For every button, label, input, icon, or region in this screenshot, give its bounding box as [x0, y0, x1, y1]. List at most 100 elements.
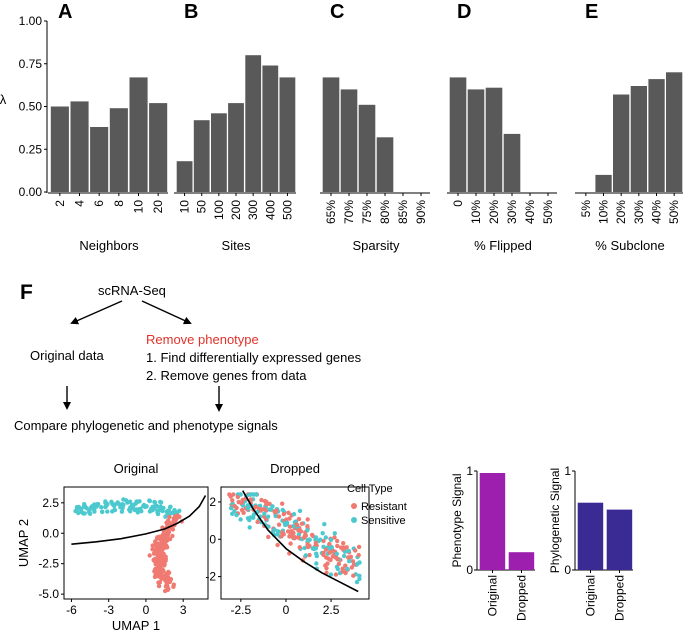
point-sensitive	[284, 520, 290, 525]
x-axis-title-E: % Subclone	[595, 238, 664, 253]
y-tick-label: 2	[209, 495, 216, 509]
arrow-to-original	[70, 300, 123, 325]
point-sensitive	[357, 576, 362, 582]
point-resistant	[343, 563, 348, 568]
x-axis-title-C: Sparsity	[353, 238, 400, 253]
point-sensitive	[134, 500, 139, 505]
bar-B-10	[176, 161, 193, 192]
point-sensitive	[323, 535, 328, 540]
x-axis-title-B: Sites	[222, 238, 251, 253]
point-sensitive	[238, 492, 243, 497]
point-resistant	[333, 572, 339, 577]
point-resistant	[302, 533, 308, 538]
trajectory-curve	[71, 495, 207, 545]
x-tick-label: Dropped	[613, 575, 627, 621]
point-resistant	[248, 497, 254, 503]
point-sensitive	[354, 579, 360, 585]
bar-dropped	[606, 509, 633, 570]
point-sensitive	[313, 546, 318, 551]
umap-legend: Cell Type Resistant Sensitive	[347, 483, 407, 527]
x-tick-label-A: 4	[73, 200, 87, 207]
point-resistant	[264, 499, 269, 505]
y-tick-label: 1	[466, 464, 473, 478]
x-tick-label-D: 10%	[469, 200, 483, 224]
flow-original-data: Original data	[30, 348, 104, 363]
point-resistant	[335, 538, 340, 544]
point-resistant	[156, 580, 161, 585]
point-sensitive	[306, 537, 312, 542]
point-sensitive	[251, 515, 256, 520]
bar-D-10%	[467, 89, 485, 192]
point-resistant	[279, 534, 284, 539]
point-sensitive	[314, 561, 319, 566]
point-resistant	[323, 547, 329, 552]
point-resistant	[341, 546, 347, 551]
legend-resistant-label: Resistant	[361, 501, 407, 513]
point-resistant	[161, 529, 167, 534]
point-resistant	[164, 582, 169, 587]
x-tick-label-E: 20%	[614, 200, 628, 224]
point-resistant	[159, 570, 164, 575]
bar-C-70%	[340, 89, 358, 192]
bar-B-500	[279, 77, 296, 192]
x-tick-label-E: 10%	[597, 200, 611, 224]
point-resistant	[296, 535, 301, 540]
bar-D-30%	[503, 133, 521, 192]
flow-arrows	[63, 300, 223, 412]
point-resistant	[236, 499, 241, 505]
point-resistant	[164, 571, 169, 577]
point-sensitive	[270, 504, 275, 509]
point-sensitive	[230, 511, 235, 516]
point-sensitive	[238, 517, 243, 522]
point-resistant	[239, 507, 245, 513]
point-sensitive	[262, 511, 267, 516]
point-resistant	[292, 535, 298, 540]
point-resistant	[335, 543, 340, 549]
x-tick-label-B: 10	[178, 200, 192, 214]
point-sensitive	[332, 531, 337, 536]
point-sensitive	[303, 553, 308, 558]
x-tick-label-E: 5%	[579, 200, 593, 218]
plot-title: Dropped	[270, 461, 320, 476]
point-resistant	[279, 530, 284, 535]
arrow-to-remove	[141, 300, 192, 325]
point-sensitive	[247, 517, 252, 523]
point-resistant	[353, 548, 358, 553]
umap-y-label: UMAP 2	[16, 519, 31, 567]
legend-sensitive-label: Sensitive	[361, 515, 406, 527]
trajectory-curve	[242, 490, 359, 593]
point-sensitive	[265, 514, 271, 519]
point-resistant	[156, 583, 162, 589]
point-sensitive	[329, 545, 334, 550]
point-resistant	[287, 524, 293, 529]
scatter-points	[227, 492, 362, 585]
point-sensitive	[234, 512, 239, 518]
y-tick-label: 0.0	[42, 526, 59, 540]
y-tick-label: 0.25	[19, 142, 43, 156]
point-resistant	[160, 542, 165, 548]
plot-frame	[63, 486, 209, 600]
x-tick-label-B: 500	[280, 200, 294, 220]
point-sensitive	[158, 504, 163, 509]
point-sensitive	[129, 505, 135, 510]
point-sensitive	[105, 509, 110, 514]
point-sensitive	[158, 508, 163, 513]
bar-A-6	[90, 127, 109, 192]
y-tick-label: -5.0	[38, 587, 59, 601]
y-tick-label: 0.75	[19, 57, 43, 71]
point-sensitive	[81, 511, 86, 516]
point-resistant	[155, 541, 160, 546]
point-resistant	[167, 536, 173, 542]
point-sensitive	[355, 561, 360, 566]
point-resistant	[288, 541, 293, 546]
point-resistant	[155, 569, 161, 574]
point-sensitive	[99, 505, 104, 510]
point-resistant	[171, 584, 176, 589]
point-sensitive	[275, 529, 281, 534]
x-axis-title-A: Neighbors	[79, 238, 139, 253]
point-sensitive	[81, 504, 87, 510]
bar-panel-D: D 0 10% 20% 30% 40% 50% % Flipped	[447, 1, 557, 253]
panel-f-letter: F	[20, 281, 33, 304]
